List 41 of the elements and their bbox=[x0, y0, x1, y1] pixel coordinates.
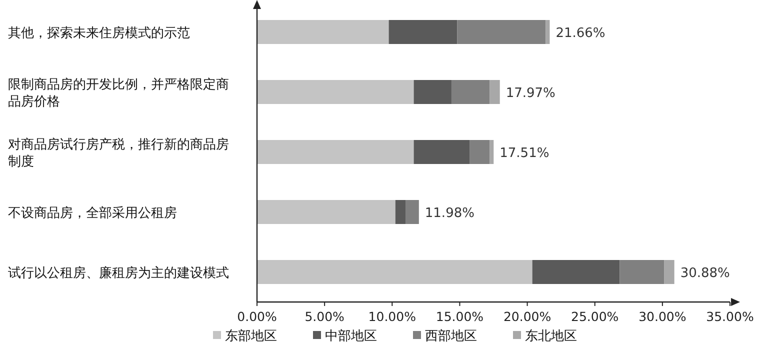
bar bbox=[620, 260, 664, 284]
bar bbox=[414, 140, 470, 164]
total-label: 17.51% bbox=[500, 146, 550, 161]
bar bbox=[532, 260, 620, 284]
legend-label: 西部地区 bbox=[425, 329, 477, 344]
bar bbox=[257, 80, 414, 104]
y-tick-label: 对商品房试行房产税，推行新的商品房制度 bbox=[8, 136, 229, 170]
bar bbox=[406, 200, 419, 224]
bar bbox=[388, 20, 458, 44]
bar bbox=[257, 260, 532, 284]
y-tick-label: 其他，探索未来住房模式的示范 bbox=[8, 25, 190, 41]
x-tick-label: 25.00% bbox=[571, 309, 619, 324]
legend-label: 中部地区 bbox=[325, 329, 377, 344]
total-label: 17.97% bbox=[506, 86, 556, 101]
bar bbox=[395, 200, 406, 224]
bar bbox=[546, 20, 550, 44]
bar bbox=[490, 140, 494, 164]
bar bbox=[470, 140, 490, 164]
bar bbox=[257, 20, 389, 44]
total-label: 11.98% bbox=[424, 206, 474, 221]
x-tick-label: 35.00% bbox=[706, 309, 754, 324]
x-tick-label: 5.00% bbox=[304, 309, 345, 324]
x-tick-label: 20.00% bbox=[503, 309, 552, 324]
bar bbox=[664, 260, 674, 284]
y-tick-label: 限制商品房的开发比例，并严格限定商品房价格 bbox=[8, 76, 229, 110]
total-label: 21.66% bbox=[556, 26, 606, 41]
x-tick-label: 0.00% bbox=[237, 309, 277, 324]
x-tick-label: 15.00% bbox=[436, 309, 484, 324]
bar bbox=[257, 200, 396, 224]
total-label: 30.88% bbox=[680, 266, 730, 281]
bar bbox=[257, 140, 414, 164]
bar bbox=[457, 20, 546, 44]
y-tick-label: 试行以公租房、廉租房为主的建设模式 bbox=[8, 265, 229, 281]
bar bbox=[451, 80, 490, 104]
y-tick-label: 不设商品房，全部采用公租房 bbox=[8, 205, 177, 221]
bar bbox=[490, 80, 500, 104]
bar bbox=[414, 80, 452, 104]
legend-label: 东部地区 bbox=[225, 329, 277, 344]
x-tick-label: 30.00% bbox=[638, 309, 686, 324]
x-tick-label: 10.00% bbox=[368, 309, 416, 324]
legend-label: 东北地区 bbox=[525, 329, 577, 344]
